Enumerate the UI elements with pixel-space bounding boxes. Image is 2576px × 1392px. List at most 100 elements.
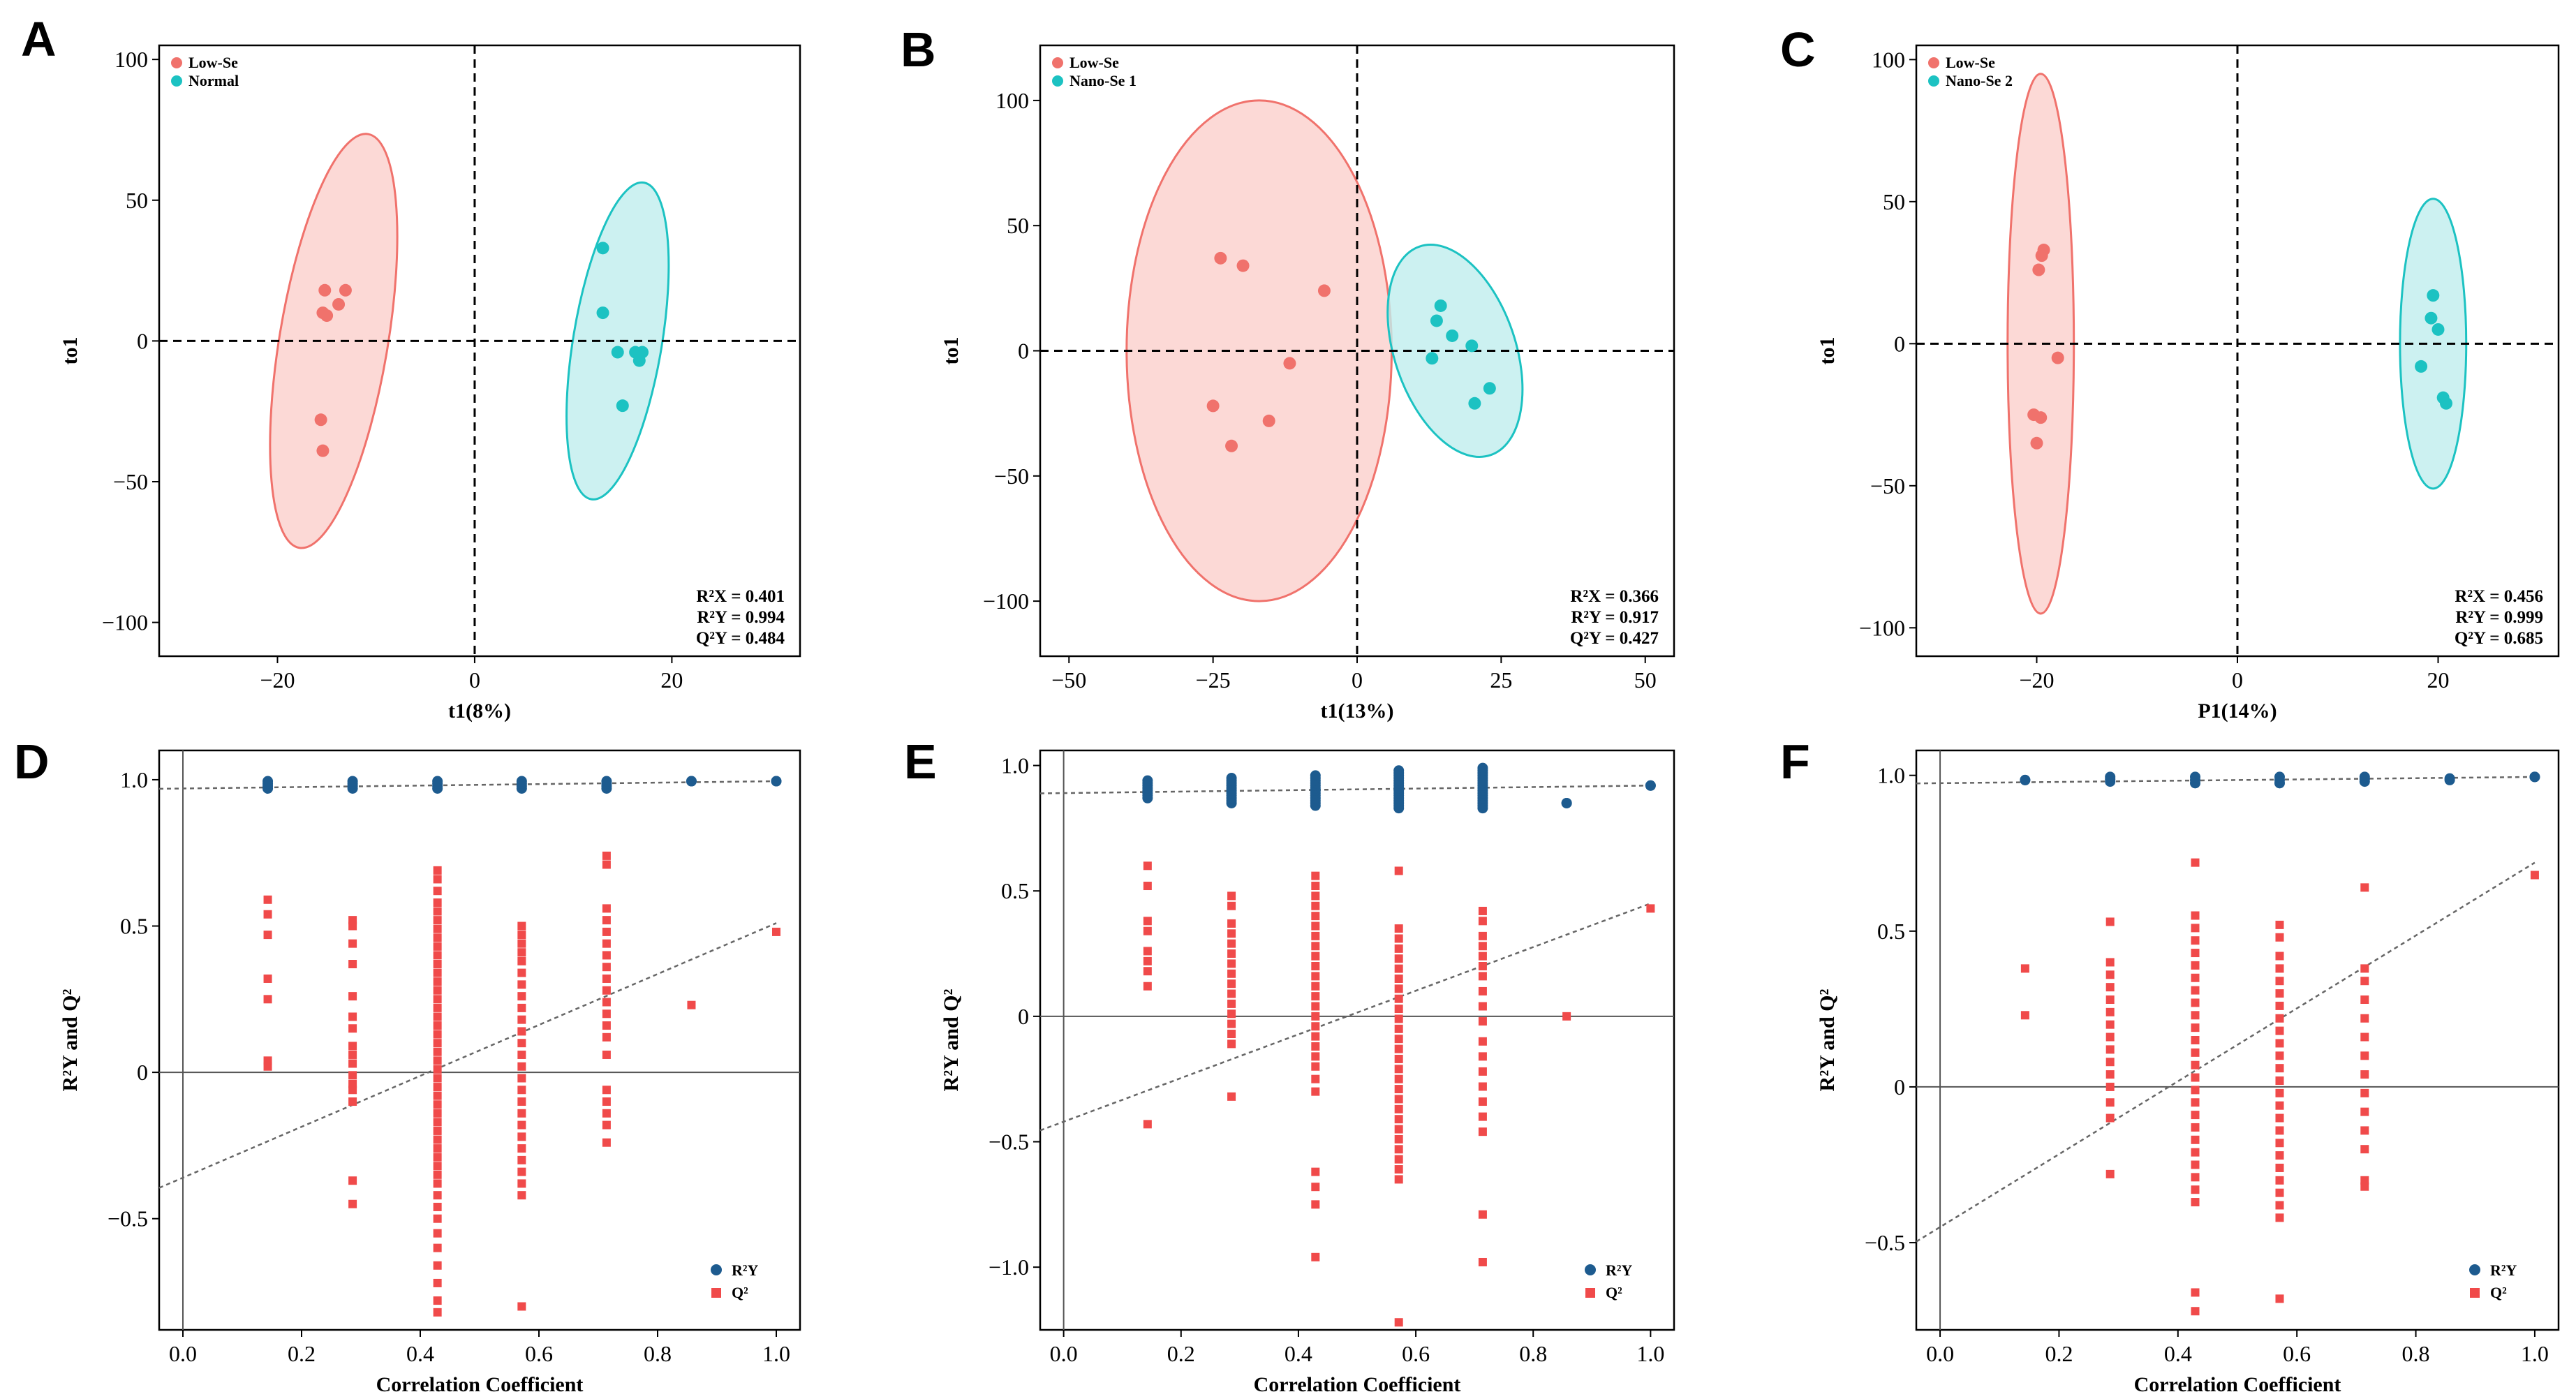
q2-point — [1394, 1095, 1403, 1104]
q2-point — [433, 1109, 442, 1118]
x-tick-label: 0.6 — [2283, 1341, 2311, 1366]
q2-point — [1478, 931, 1487, 940]
q2-point — [1478, 942, 1487, 951]
plot-frame — [158, 44, 801, 658]
r2y-point — [2444, 773, 2455, 784]
q2-point — [2275, 933, 2284, 942]
q2-point — [2275, 964, 2284, 973]
q2-point — [2105, 958, 2115, 967]
r2y-point — [1226, 773, 1237, 784]
q2-point — [1227, 969, 1236, 978]
sample-point-cyan — [1426, 352, 1439, 365]
q2-point — [2105, 1032, 2115, 1042]
q2-point — [517, 1302, 526, 1311]
q2-point — [433, 1191, 442, 1200]
q2-point — [517, 1003, 526, 1012]
q2-point — [517, 1086, 526, 1095]
q2-point — [1311, 1074, 1320, 1083]
y-tick-label: −50 — [1870, 473, 1905, 498]
q2-point — [2275, 1151, 2284, 1160]
q2-point — [1227, 979, 1236, 989]
q2-point — [2105, 1020, 2115, 1029]
q2-point — [1394, 1054, 1403, 1063]
q2-point — [348, 1042, 357, 1051]
q2-point — [2105, 1169, 2115, 1178]
q2-point — [1478, 1097, 1487, 1106]
q2-point — [1143, 917, 1152, 926]
q2-point — [1478, 917, 1487, 926]
panel-C-score-plot: C −20 0 20 −100 −50 0 50 100 P1(14%) to1 Low-SeNano… — [1780, 22, 2560, 723]
q2-point — [687, 1000, 696, 1009]
model-stat: R²X = 0.456 — [2455, 587, 2543, 606]
q2-point — [1478, 1257, 1487, 1266]
q2-point — [2275, 1051, 2284, 1060]
q2-point — [2191, 1011, 2200, 1020]
legend-label: Q² — [1606, 1284, 1622, 1301]
q2-point — [2191, 1123, 2200, 1132]
q2-point — [1394, 934, 1403, 943]
q2-point — [2275, 1294, 2284, 1303]
q2-point — [348, 939, 357, 948]
q2-point — [602, 860, 611, 869]
q2-point — [2105, 970, 2115, 979]
legend-marker-red — [171, 57, 182, 68]
q2-point — [1478, 1037, 1487, 1046]
q2-point — [1394, 924, 1403, 933]
x-tick-label: −25 — [1196, 667, 1231, 693]
sample-point-red — [1317, 284, 1331, 297]
q2-point — [2275, 1001, 2284, 1010]
legend-label: R²Y — [1606, 1261, 1632, 1279]
sample-point-cyan — [2415, 360, 2428, 373]
q2-point — [433, 1308, 442, 1317]
q2-point — [1311, 1002, 1320, 1011]
q2-point — [433, 960, 442, 969]
legend-label: Q² — [732, 1284, 748, 1301]
legend-label: Low-Se — [1069, 54, 1119, 71]
q2-point — [348, 1071, 357, 1080]
y-tick-label: −100 — [102, 610, 148, 635]
q2-point — [1311, 1087, 1320, 1096]
model-stat: R²Y = 0.994 — [697, 608, 785, 627]
x-tick-label: 0.2 — [1167, 1341, 1195, 1366]
q2-point — [1311, 942, 1320, 951]
q2-point — [2191, 1073, 2200, 1082]
q2-point — [433, 986, 442, 995]
q2-point — [1394, 1014, 1403, 1023]
q2-point — [1227, 989, 1236, 998]
q2-point — [1227, 1092, 1236, 1101]
q2-point — [263, 995, 272, 1004]
x-axis-label: Correlation Coefficient — [2134, 1373, 2341, 1392]
q2-point — [2191, 986, 2200, 995]
sample-point-red — [1283, 357, 1296, 370]
r2y-point — [2529, 771, 2540, 783]
q2-point — [433, 1021, 442, 1030]
q2-point — [1646, 904, 1655, 913]
y-axis-label: to1 — [59, 337, 82, 365]
r2y-point — [1645, 780, 1656, 791]
sample-point-cyan — [1434, 299, 1447, 312]
q2-point — [517, 980, 526, 989]
q2-point — [1143, 926, 1152, 935]
y-tick-label: −100 — [983, 588, 1029, 614]
q2-point — [602, 939, 611, 948]
sample-point-red — [320, 309, 334, 323]
q2-point — [433, 1135, 442, 1144]
q2-point — [433, 1118, 442, 1127]
q2-point — [517, 931, 526, 940]
q2-point — [2275, 1026, 2284, 1035]
x-tick-label: 0.4 — [1285, 1341, 1312, 1366]
q2-point — [433, 924, 442, 933]
q2-point — [1311, 871, 1320, 880]
y-tick-label: 50 — [1883, 189, 1905, 214]
r2y-point — [2190, 771, 2201, 783]
q2-point — [602, 904, 611, 913]
y-tick-label: 0 — [1018, 1004, 1029, 1029]
x-tick-label: −20 — [2019, 667, 2054, 693]
q2-point — [1311, 1042, 1320, 1051]
legend-marker-q2 — [2470, 1288, 2480, 1298]
q2-point — [2191, 949, 2200, 958]
q2-point — [1478, 906, 1487, 915]
r2y-point — [2105, 771, 2116, 783]
x-tick-label: 0.4 — [406, 1341, 434, 1366]
